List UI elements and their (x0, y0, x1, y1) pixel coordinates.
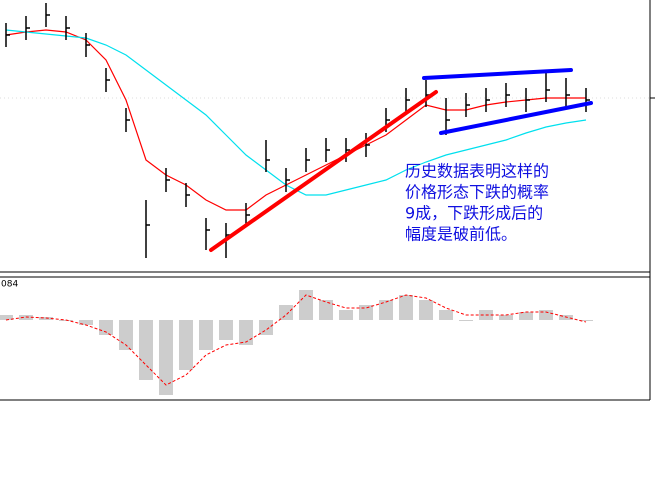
histogram-bar (99, 320, 113, 335)
annotation: 9成，下跌形成后的 (405, 204, 543, 223)
histogram-bar (179, 320, 193, 370)
histogram-bar (379, 300, 393, 320)
histogram-bar (319, 300, 333, 320)
histogram-bar (259, 320, 273, 335)
histogram-bar (439, 310, 453, 320)
histogram-bar (219, 320, 233, 340)
histogram-bar (359, 305, 373, 320)
histogram-bar (79, 320, 93, 325)
histogram-bar (579, 320, 593, 321)
annotation: 历史数据表明这样的 (405, 162, 549, 181)
histogram-bar (0, 315, 13, 320)
histogram-bar (539, 310, 553, 320)
histogram-bar (239, 320, 253, 345)
annotation: 幅度是破前低。 (405, 225, 517, 244)
histogram-bar (499, 315, 513, 320)
histogram-bar (299, 290, 313, 320)
histogram-bar (159, 320, 173, 395)
histogram-bar (339, 310, 353, 320)
histogram-bar (279, 305, 293, 320)
trendline (422, 68, 573, 80)
histogram-bar (139, 320, 153, 380)
histogram-bar (459, 320, 473, 321)
indicator-label: 084 (1, 280, 18, 290)
trendline (209, 90, 438, 252)
moving-average (5, 29, 586, 211)
histogram-bar (199, 320, 213, 350)
trendline (439, 101, 593, 135)
annotation: 价格形态下跌的概率 (405, 183, 549, 202)
histogram-bar (519, 312, 533, 320)
histogram-bar (399, 295, 413, 320)
histogram-bar (419, 300, 433, 320)
